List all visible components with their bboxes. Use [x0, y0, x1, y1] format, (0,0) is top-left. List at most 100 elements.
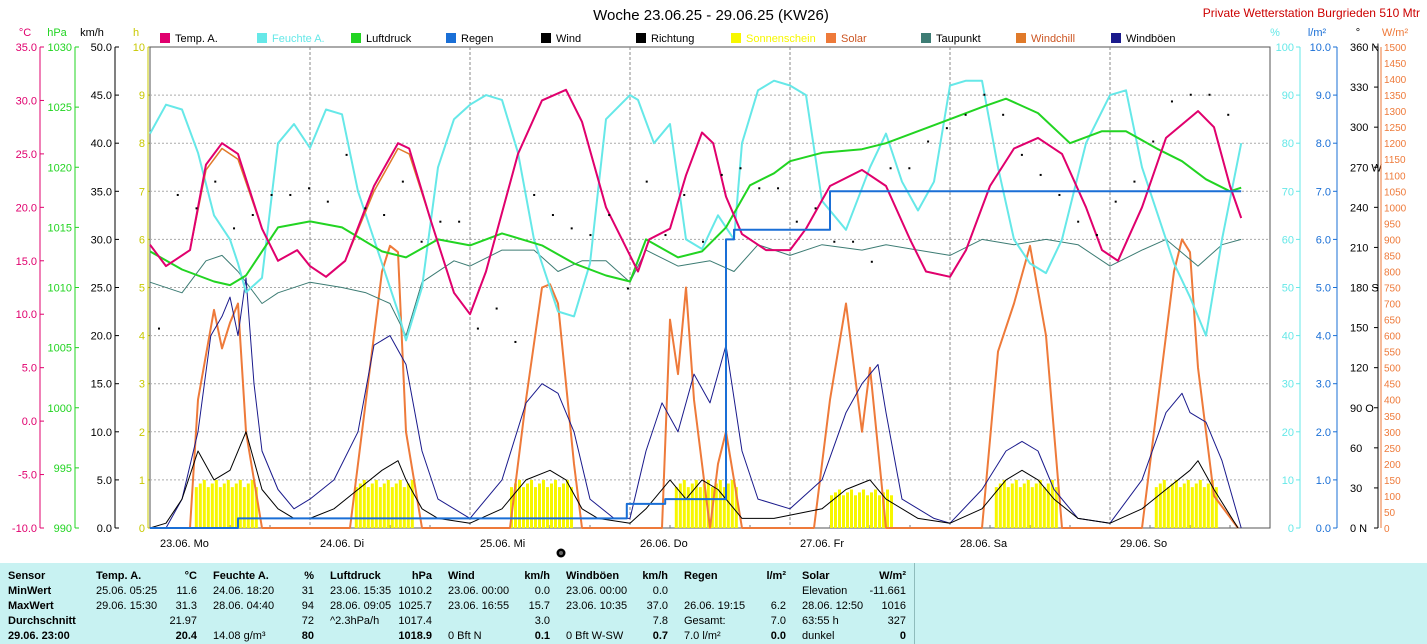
tick-label: 330: [1350, 82, 1368, 94]
tick-label: 10: [133, 42, 145, 54]
stats-cell-value: 1017.4: [398, 615, 432, 627]
tick-label: 300: [1350, 122, 1368, 134]
tick-label: 35.0: [91, 186, 112, 198]
sunshine-bar: [354, 487, 358, 528]
legend-label: Regen: [461, 33, 493, 45]
stats-unit: °C: [184, 570, 197, 582]
tick-label: 1400: [1384, 75, 1407, 86]
plot-area: [149, 46, 1271, 529]
sunshine-bar: [366, 487, 370, 528]
sunshine-bar: [194, 487, 198, 528]
legend-label: Luftdruck: [366, 33, 412, 45]
direction-dot: [1189, 93, 1192, 96]
tick-label: 6.0: [1316, 234, 1331, 246]
sunshine-bar: [242, 487, 246, 528]
sunshine-bar: [1186, 479, 1190, 528]
stats-cell-value: 0.0: [652, 585, 668, 597]
direction-dot: [551, 214, 554, 217]
tick-label: 7: [139, 186, 145, 198]
tick-label: 3.0: [1316, 379, 1331, 391]
tick-label: 900: [1384, 235, 1401, 246]
right-axes: 100908070605040302010010.09.08.07.06.05.…: [1276, 42, 1407, 535]
stats-cell-value: 15.7: [528, 600, 550, 612]
series-line-taupunkt: [149, 238, 1242, 337]
stats-label-max: MaxWert: [8, 600, 54, 612]
direction-dot: [589, 234, 592, 237]
axis-unit-label: W/m²: [1382, 27, 1409, 39]
direction-dot: [1170, 100, 1173, 103]
sunshine-bar: [1010, 483, 1014, 528]
legend-swatch: [1016, 33, 1026, 43]
sunshine-bar: [838, 489, 841, 528]
tick-label: 2: [139, 427, 145, 439]
tick-label: 2.0: [1316, 427, 1331, 439]
stats-cell-info: 29.06. 15:30: [96, 600, 158, 612]
sunshine-bar: [246, 483, 250, 528]
stats-cell-value: 31.3: [175, 600, 197, 612]
direction-dot: [1227, 113, 1230, 116]
stats-cell-value: 94: [301, 600, 314, 612]
tick-label: 10.0: [16, 309, 37, 321]
direction-dot: [777, 187, 780, 190]
stats-label-current: 29.06. 23:00: [8, 630, 70, 642]
stats-cell-value: -11.661: [869, 585, 907, 597]
stats-cell-value: 1010.2: [398, 585, 432, 597]
tick-label: 1250: [1384, 123, 1407, 134]
series-line-luftdruck: [149, 97, 1242, 287]
tick-label: 90: [1282, 90, 1294, 102]
tick-label: 90 O: [1350, 403, 1374, 415]
tick-label: 600: [1384, 332, 1401, 343]
tick-label: 50: [1384, 508, 1396, 519]
sunshine-bar: [734, 487, 738, 528]
legend-swatch: [257, 33, 267, 43]
tick-label: 1005: [48, 343, 72, 355]
sunshine-bar: [866, 495, 869, 528]
stats-cell-value: 0.0: [770, 630, 786, 642]
stats-cell-value: 31: [301, 585, 314, 597]
sunshine-bar: [238, 479, 242, 528]
tick-label: 0.0: [1316, 523, 1331, 535]
direction-dot: [195, 207, 198, 210]
tick-label: 9: [139, 90, 145, 102]
sunshine-bar: [890, 495, 893, 528]
legend-swatch: [541, 33, 551, 43]
sunshine-bar: [1158, 483, 1162, 528]
tick-label: 7.0: [1316, 186, 1331, 198]
direction-dot: [533, 193, 536, 196]
sunshine-bar: [994, 487, 998, 528]
stats-header: Wind: [448, 570, 475, 582]
sunshine-bar: [394, 483, 398, 528]
tick-label: 1300: [1384, 107, 1407, 118]
direction-dot: [326, 200, 329, 203]
tick-label: 20: [1282, 427, 1294, 439]
stats-cell-value: 0: [899, 630, 906, 642]
stats-table: Sensor MinWert MaxWert Durchschnitt 29.0…: [0, 563, 1427, 644]
sunshine-bar: [530, 479, 533, 528]
legend-swatch: [826, 33, 836, 43]
stats-cell-value: 80: [301, 630, 314, 642]
sunshine-bar: [1166, 487, 1170, 528]
tick-label: 1010: [48, 283, 72, 295]
stats-cell-value: 0.1: [534, 630, 550, 642]
direction-dot: [833, 240, 836, 243]
tick-label: 1150: [1384, 155, 1406, 166]
axis-unit-label: %: [1270, 27, 1280, 39]
direction-dot: [1058, 193, 1061, 196]
sunshine-bar: [678, 483, 682, 528]
tick-label: 1020: [48, 162, 72, 174]
tick-label: 5.0: [97, 475, 112, 487]
sunshine-bar: [1050, 479, 1054, 528]
direction-dot: [176, 193, 179, 196]
tick-label: 350: [1384, 412, 1401, 423]
stats-cell-value: 3.0: [534, 615, 550, 627]
direction-dot: [233, 227, 236, 230]
tick-label: 20.0: [16, 202, 37, 214]
stats-panel-wind: Wind km/h 23.06. 00:00 0.0 23.06. 16:55 15.7 3…: [440, 563, 559, 644]
tick-label: 240: [1350, 202, 1368, 214]
sunshine-bar: [1210, 479, 1214, 528]
tick-label: 1100: [1384, 171, 1406, 182]
legend-label: Solar: [841, 33, 867, 45]
sunshine-bar: [682, 479, 686, 528]
stats-sensor-panel: Sensor MinWert MaxWert Durchschnitt 29.0…: [0, 563, 89, 644]
sunshine-bar: [202, 479, 206, 528]
